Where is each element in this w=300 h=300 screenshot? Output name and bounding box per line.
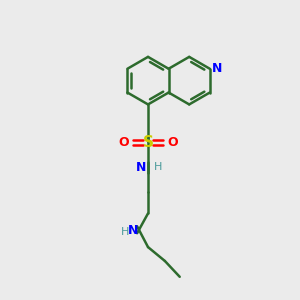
Text: S: S [142, 135, 154, 150]
Text: H: H [154, 162, 162, 172]
Text: N: N [136, 161, 146, 174]
Text: O: O [118, 136, 129, 148]
Text: N: N [128, 224, 138, 237]
Text: O: O [167, 136, 178, 148]
Text: N: N [212, 62, 222, 75]
Text: H: H [121, 227, 129, 237]
